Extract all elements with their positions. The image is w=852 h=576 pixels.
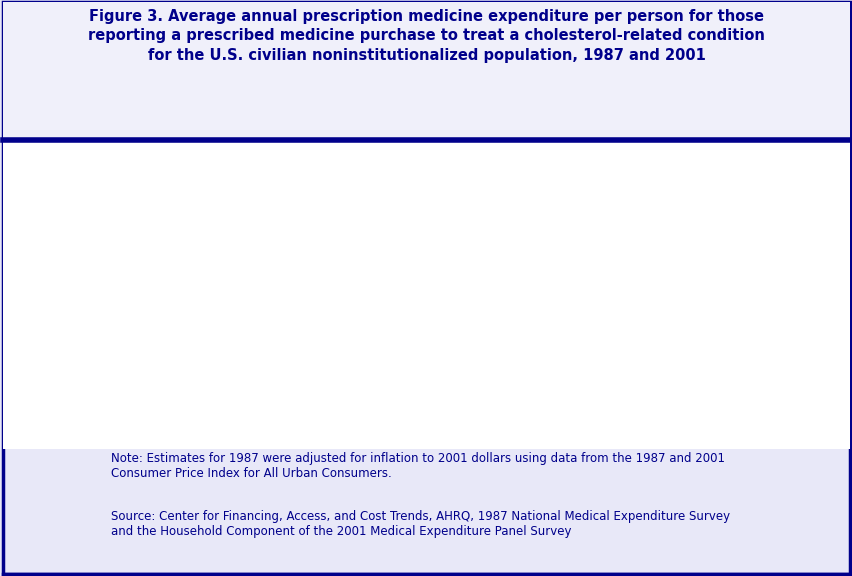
Text: Figure 3. Average annual prescription medicine expenditure per person for those
: Figure 3. Average annual prescription me… [88, 9, 764, 63]
Text: $240: $240 [249, 306, 288, 321]
Text: Source: Center for Financing, Access, and Cost Trends, AHRQ, 1987 National Medic: Source: Center for Financing, Access, an… [111, 510, 729, 538]
Bar [521, 255, 714, 380]
Bar [172, 325, 365, 380]
Text: Note: Estimates for 1987 were adjusted for inflation to 2001 dollars using data : Note: Estimates for 1987 were adjusted f… [111, 452, 724, 480]
Text: $542: $542 [598, 237, 637, 251]
X-axis label: Average annual per person expenditure for prescribed drugs reported to
treat hig: Average annual per person expenditure fo… [170, 394, 717, 422]
Y-axis label: Dollars: Dollars [39, 250, 53, 303]
Legend: 1987, 2001: 1987, 2001 [372, 101, 514, 127]
